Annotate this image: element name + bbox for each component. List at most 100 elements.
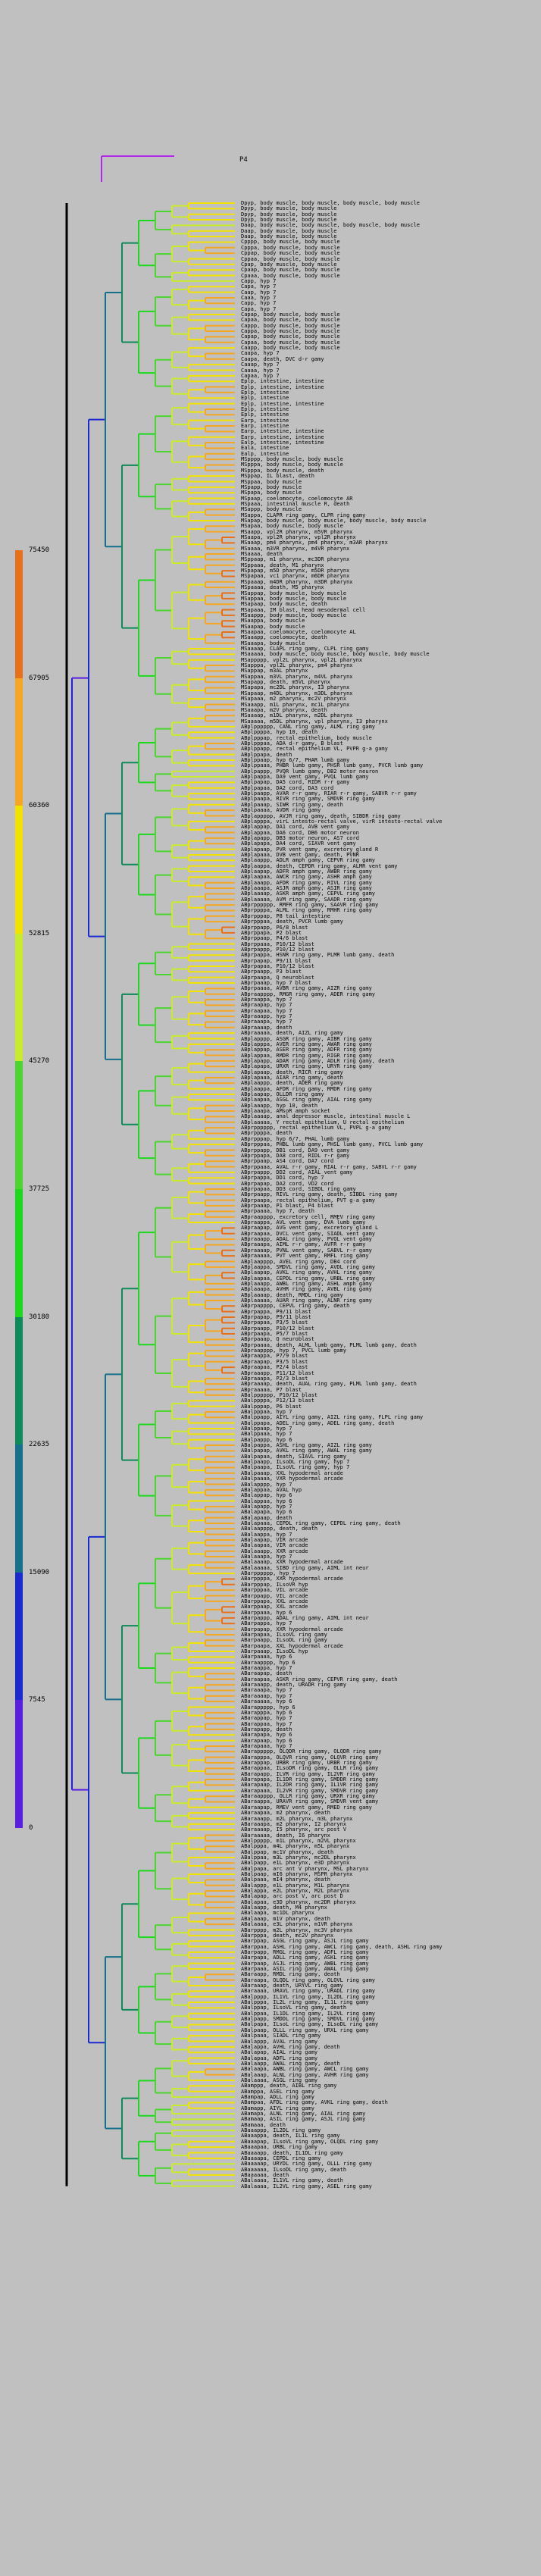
leaf-label: ABaraappa, URAVR ring gamy, SMDVR vent g… [241, 1798, 379, 1805]
leaf-label: ABplpppppp, CANL ring gamy, ALML ring ga… [241, 723, 376, 730]
depth-color-scale [15, 550, 23, 1828]
leaf-label: ABplaaaap, ASKR amph gamy, CEPVL ring ga… [241, 890, 376, 897]
leaf-label: Daap, body muscle, body muscle, body mus… [241, 222, 421, 229]
leaf-label: ABalpapa, ILsoL ring gamy, ILsoDL ring g… [241, 2021, 379, 2028]
scale-segment [15, 1572, 23, 1701]
leaf-label: ABpraaapa, P2/3 blast [241, 1375, 308, 1382]
leaf-label: MSaaaa, m3VR pharynx, m4VR pharynx [241, 545, 350, 552]
leaf-label: MSappppp, vpl2L pharynx, vpl2L pharynx [241, 656, 363, 663]
leaf-label: ABarpppap, ILsoVR hyp [241, 1581, 308, 1588]
leaf-label: ABpraapap, AVG vent gamy, excretory glan… [241, 1225, 379, 1232]
leaf-label: ABarppapa, XXL arcade [241, 1598, 308, 1604]
leaf-label: ABalpapaa, death, SIAVL ring gamy [241, 1453, 347, 1460]
leaf-label: ABaraappa, hyp 7 [241, 1665, 292, 1672]
leaf-label: ABaraapap, RMEV vent gamy, RMED ring gam… [241, 1804, 372, 1811]
leaf-label: ABprpaaaa, death, ALML lumb gamy, PLML l… [241, 1341, 417, 1348]
leaf-label: ABprpappp, DD2 cord, AIAL vent gamy [241, 1169, 353, 1175]
leaf-label: ABarappap, URBR ring gamy, URBR ring gam… [241, 1760, 372, 1766]
leaf-label: ABalaapaa, VIR arcade [241, 1542, 308, 1549]
leaf-label: ABarpaap, ASJL ring gamy, AWBL ring gamy [241, 1960, 369, 1967]
leaf-label: MSapaa, body muscle, body muscle [241, 523, 343, 530]
leaf-label: ABarpppppp, hyp 7 [241, 1570, 296, 1577]
leaf-label: ABpraaaaa, P7 blast [241, 1386, 302, 1393]
leaf-label: ABprpppppp, RMFR ring gamy, SAAVR ring g… [241, 902, 379, 909]
leaf-label: ABprpapaa, P3/5 blast [241, 1319, 308, 1326]
leaf-label: MSaaap, pm4 pharynx, pm4 pharynx, m3AR p… [241, 540, 388, 546]
leaf-label: ABalppppp, m1L pharynx, m2VL pharynx [241, 1837, 356, 1844]
leaf-label: Cpppa, body muscle, body muscle [241, 244, 340, 251]
leaf-label: ABalaapa, mc1DL pharynx [241, 1910, 314, 1917]
leaf-label: ABaraaapa, hyp 7 [241, 1687, 292, 1694]
leaf-label: ABplppaaa, PHBR lumb gamy, PHSR lumb gam… [241, 762, 424, 769]
leaf-label: ABalaaaa, e3L pharynx, m1VR pharynx [241, 1921, 353, 1928]
leaf-label: ABprpppaa, PHBL lumb gamy, PHSL lumb gam… [241, 1141, 424, 1148]
leaf-label: ABplaaapp, hyp 10, death [241, 1102, 318, 1109]
leaf-label: ABprppppa, ALML ring gamy, RMHR ring gam… [241, 907, 372, 914]
leaf-label: Eplp, intestine [241, 405, 289, 412]
leaf-label: ABalapap, AIAL ring gamy [241, 2049, 318, 2056]
leaf-label: Cppap, body muscle, body muscle [241, 250, 340, 257]
leaf-label: ABplpappa, DA9 vent gamy, PVQL lumb gamy [241, 774, 369, 781]
leaf-label: ABplaapaa, ASGL ring gamy, AIAL ring gam… [241, 1097, 372, 1103]
leaf-label: MSappap, m3AL pharynx [241, 668, 308, 675]
leaf-label: MSaaaaa, body muscle, body muscle, body … [241, 651, 430, 658]
leaf-label: ABprppapp, P6/8 blast [241, 924, 308, 931]
scale-tick-label: 45270 [29, 1057, 50, 1066]
leaf-label: ABaraapppp, hyp 6 [241, 1659, 296, 1666]
root-label: P4 [239, 156, 248, 164]
leaf-label: MSppaaa, death, M1 pharynx [241, 562, 324, 568]
leaf-label: ABaraaapa, m2 pharynx, I2 pharynx [241, 1820, 347, 1827]
leaf-label: ABplaappa, AFDR ring gamy, RMDR ring gam… [241, 1085, 372, 1092]
leaf-label: ABalpapap, AVKL ring gamy, AWAL ring gam… [241, 1448, 372, 1454]
leaf-label: ABaraaaa, URAVL ring gamy, URADL ring ga… [241, 1988, 376, 1995]
leaf-label: Capaa, body muscle, body muscle [241, 339, 340, 346]
leaf-label: MSapaap, body muscle, death [241, 601, 327, 608]
leaf-label: ABplppppa, hyp 10, death [241, 729, 318, 736]
leaf-label: ABamppp, death, AIBL ring gamy [241, 2083, 337, 2089]
leaf-label: ABprpapaa, DD3 cord, SIBDL ring gamy [241, 1185, 356, 1192]
leaf-label: ABprpapap, P9/11 blast [241, 1314, 311, 1320]
leaf-label: ABplaaapa, AMsoR amph socket [241, 1108, 331, 1115]
leaf-label: MSpppa, body muscle, body muscle [241, 462, 343, 468]
leaf-label: ABarapapp, death [241, 1726, 292, 1732]
leaf-label: ABalaapp, AWAL ring gamy, death [241, 2060, 340, 2067]
leaf-label: ABpraapppp, hyp 7, PVCL lumb gamy [241, 1347, 347, 1354]
leaf-label: Cappa, body muscle, body muscle [241, 328, 340, 335]
leaf-label: ABaaappa, death, IL1L ring gamy [241, 2133, 340, 2139]
leaf-label: ABaaaaaa, death [241, 2171, 289, 2178]
leaf-label: ABalpaapp, ILsoDL ring gamy, hyp 7 [241, 1459, 350, 1466]
leaf-label: ABalaaaa, ASGL ring gamy [241, 2077, 318, 2083]
leaf-label: MSappaa, body muscle, body muscle [241, 595, 347, 602]
leaf-label: ABprppppa, death [241, 1130, 292, 1137]
leaf-label: MSappap, body muscle, body muscle [241, 590, 347, 596]
leaf-label: MSaaapp, m1L pharynx, mc1L pharynx [241, 701, 350, 708]
leaf-label: ABplapppa, virL intesto-rectal valve, vi… [241, 818, 442, 825]
leaf-label: ABalppppa, P12/13 blast [241, 1398, 314, 1404]
leaf-label: ABarpapaa, ILsoVL ring gamy [241, 1631, 327, 1638]
leaf-label: ABpraaapp, hyp 7 [241, 1013, 292, 1020]
leaf-label: MSaapp, vpl2R pharynx, m5VR pharynx [241, 528, 353, 535]
leaf-label: ABarappaa, hyp 7 [241, 1720, 292, 1727]
leaf-label: ABarappaa, ILsoDR ring gamy, OLLR ring g… [241, 1765, 379, 1772]
leaf-label: ABalapaa, ADFL ring gamy [241, 2055, 318, 2061]
leaf-label: ABalpppa, m4L pharynx, m5L pharynx [241, 1843, 350, 1850]
leaf-label: ABampaa, AFDL ring gamy, AVKL ring gamy,… [241, 2099, 388, 2106]
leaf-label: ABaaapaa, URBL ring gamy [241, 2144, 318, 2151]
leaf-label: MSaapaa, coelomocyte, coelomocyte AL [241, 628, 356, 635]
leaf-label: ABplaappa, SMDVL ring gamy, AVDL ring ga… [241, 1263, 376, 1270]
leaf-label: ABalapaap, death [241, 1514, 292, 1521]
leaf-label: ABalaaap, m1V pharynx, death [241, 1915, 331, 1922]
leaf-label: ABplpaapp, AVAR r-r gamy, RIAR r-r gamy,… [241, 790, 417, 797]
leaf-label: Capaa, body muscle, body muscle [241, 317, 340, 324]
leaf-label: ABprpappa, P9/11 blast [241, 1308, 311, 1315]
leaf-label: ABarppaa, ASHL ring gamy, AWCL ring gamy… [241, 1943, 442, 1950]
scale-segment [15, 1061, 23, 1189]
leaf-label: ABalpappp, hyp 6 [241, 1436, 292, 1443]
leaf-label: ABalpppaa, hyp 7 [241, 1408, 292, 1415]
leaf-label: ABplpppap, rectal epithelium, body muscl… [241, 734, 372, 741]
leaf-label: ABplaaaap, death, RMDL ring gamy [241, 1291, 343, 1298]
leaf-label: ABplaaapa, ASJR amph gamy, ASIR ring gam… [241, 885, 372, 892]
leaf-label: Caapp, body muscle, body muscle [241, 345, 340, 352]
leaf-label: ABalppapp, AIYL ring gamy, AIZL ring gam… [241, 1414, 424, 1421]
leaf-label: ABarapaaa, IL2VR ring gamy, SMDVR ring g… [241, 1787, 379, 1794]
